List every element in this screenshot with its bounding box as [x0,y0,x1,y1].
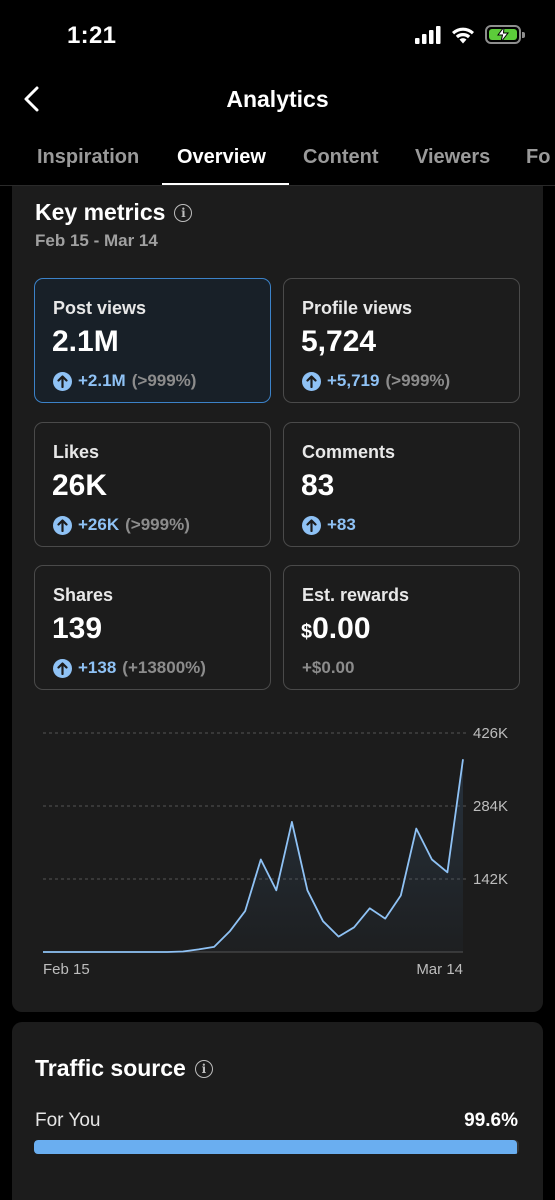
metric-value: $0.00 [301,612,371,646]
metric-tile-comments[interactable]: Comments 83 +83 [283,422,520,547]
tab-inspiration[interactable]: Inspiration [37,146,140,168]
status-bar: 1:21 [0,0,555,70]
page-title: Analytics [226,86,329,112]
metric-change-percent: (>999%) [131,371,197,390]
tab-followers[interactable]: Fo [526,146,551,168]
date-range: Feb 15 - Mar 14 [35,231,158,250]
metric-label: Shares [53,585,114,605]
arrow-up-icon [53,658,72,678]
metric-value: 139 [52,612,103,645]
key-metrics-title: Key metrics [35,199,166,225]
arrow-up-icon [53,371,72,391]
key-metrics-card: Key metrics i Feb 15 - Mar 14 Post views… [12,186,543,1012]
metric-change-value: +$0.00 [302,658,355,677]
signal-icon [415,25,441,44]
series-line [43,759,464,953]
metric-change: +5,719 (>999%) [302,371,450,391]
arrow-up-icon [302,515,321,535]
metric-tile-est-rewards[interactable]: Est. rewards $0.00 +$0.00 [283,565,520,690]
traffic-source-title: Traffic source [35,1055,186,1081]
metric-change-value: +2.1M [78,371,126,390]
metric-change: +2.1M (>999%) [53,371,196,391]
series-area [43,759,463,952]
traffic-bar-fill [34,1140,518,1154]
status-time: 1:21 [67,22,117,49]
metric-change: +$0.00 [302,658,354,678]
metric-change-value: +138 [78,658,117,677]
y-tick-label: 284K [473,798,508,815]
metric-value-number: 0.00 [312,612,371,645]
wifi-icon [452,27,474,43]
metric-change-value: +83 [327,515,356,534]
tab-viewers[interactable]: Viewers [415,146,491,168]
metric-value: 2.1M [52,325,119,358]
metric-change-value: +26K [78,515,120,534]
active-tab-indicator [162,183,289,185]
tab-bar: Inspiration Overview Content Viewers Fo [0,128,555,186]
metric-change-percent: (>999%) [125,515,190,534]
key-metrics-heading: Key metrics i [35,199,193,226]
metric-change: +138 (+13800%) [53,658,206,678]
status-icons [415,25,525,44]
metric-label: Est. rewards [302,585,410,605]
metric-change: +83 [302,515,356,535]
metric-label: Comments [302,442,396,462]
header: Analytics [0,70,555,128]
metric-value: 26K [52,469,108,502]
y-tick-label: 142K [473,871,508,888]
metric-label: Profile views [302,298,413,318]
x-tick-label: Feb 15 [43,961,90,978]
traffic-bar-track [34,1140,519,1154]
metric-value: 83 [301,469,335,502]
arrow-up-icon [302,371,321,391]
info-icon[interactable]: i [174,203,193,222]
info-icon[interactable]: i [194,1059,213,1078]
tab-overview[interactable]: Overview [177,146,266,168]
metric-label: Post views [53,298,147,318]
metric-change-value: +5,719 [327,371,380,390]
x-tick-label: Mar 14 [416,961,463,978]
battery-icon [485,25,525,44]
metric-tile-post-views[interactable]: Post views 2.1M +2.1M (>999%) [34,278,271,403]
metric-tile-likes[interactable]: Likes 26K +26K (>999%) [34,422,271,547]
back-chevron-icon[interactable] [18,84,48,114]
metric-change: +26K (>999%) [53,515,190,535]
traffic-source-heading: Traffic source i [35,1055,213,1082]
metric-value: 5,724 [301,325,377,358]
metric-change-percent: (+13800%) [122,658,206,677]
tab-content[interactable]: Content [303,146,379,168]
y-tick-label: 426K [473,725,508,742]
metric-change-percent: (>999%) [385,371,451,390]
traffic-percent: 99.6% [464,1110,518,1131]
currency-symbol: $ [301,621,313,643]
traffic-source-card: Traffic source i For You 99.6% [12,1022,543,1200]
post-views-chart[interactable]: 426K 284K 142K Feb 15 Mar 14 [12,711,543,981]
metric-label: Likes [53,442,100,462]
arrow-up-icon [53,515,72,535]
metric-tile-shares[interactable]: Shares 139 +138 (+13800%) [34,565,271,690]
metric-tile-profile-views[interactable]: Profile views 5,724 +5,719 (>999%) [283,278,520,403]
traffic-label: For You [35,1110,101,1131]
